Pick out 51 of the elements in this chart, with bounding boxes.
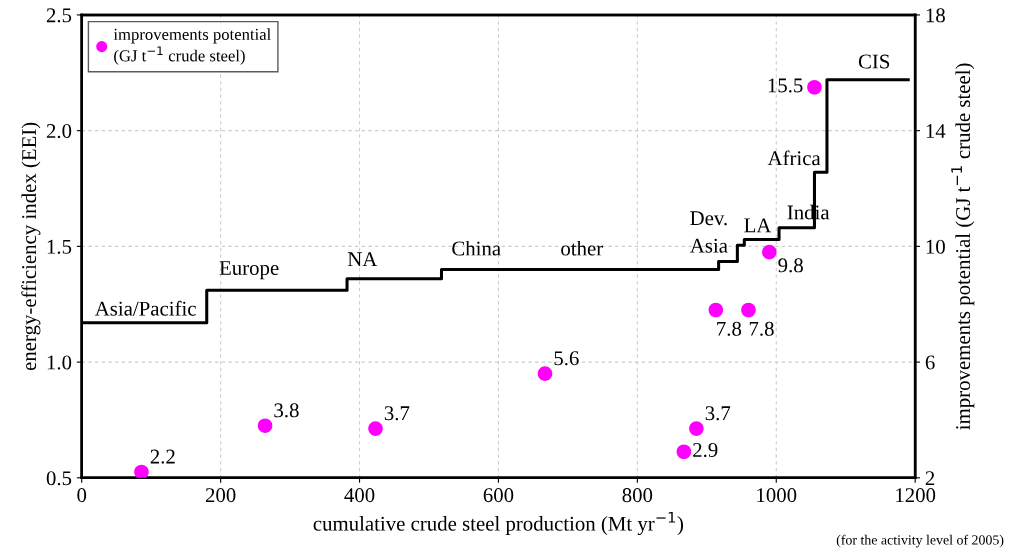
point <box>676 444 692 460</box>
annotation: China <box>452 240 501 256</box>
annotation: Asia/Pacific <box>94 300 196 316</box>
point <box>257 418 273 433</box>
y-tick-label: 2.0 <box>46 124 72 139</box>
point <box>134 464 149 478</box>
y2-tick-label: 2 <box>925 471 935 486</box>
x-tick-label: 400 <box>344 488 375 503</box>
data-label: 3.8 <box>274 403 299 418</box>
point <box>689 421 704 436</box>
annotation: other <box>561 240 604 256</box>
x-tick-label: 800 <box>622 488 653 503</box>
x-tick-label: 1000 <box>757 488 797 503</box>
data-label: 9.8 <box>778 258 803 273</box>
y-tick-label: 1.0 <box>47 355 72 370</box>
x-axis-title: cumulative crude steel production (Mt yr$^{−1}$) <box>313 511 684 536</box>
point <box>708 302 724 318</box>
y2-tick-label: 18 <box>926 8 945 23</box>
y2-tick-label: 6 <box>925 355 935 370</box>
y-tick-label: 0.5 <box>46 471 72 486</box>
annotation: LA <box>744 218 772 233</box>
data-label: 2.9 <box>693 442 718 458</box>
annotation: Africa <box>767 150 821 166</box>
y-tick-label: 1.5 <box>47 239 72 254</box>
point <box>741 302 756 318</box>
data-label: 3.7 <box>705 406 731 421</box>
y-axis-title: energy-efficiency index (EEI) <box>21 122 41 371</box>
x-tick-label: 600 <box>483 488 514 503</box>
annotation: Dev. Asia <box>690 211 728 253</box>
annotation: Europe <box>219 261 279 280</box>
y2-tick-label: 14 <box>926 124 946 138</box>
point <box>537 366 553 381</box>
x-tick-label: 0 <box>77 488 87 503</box>
x-tick-label: 200 <box>205 488 236 503</box>
point <box>807 79 822 95</box>
data-label: 15.5 <box>768 78 803 93</box>
point <box>762 244 777 260</box>
y2-tick-label: 10 <box>926 239 945 254</box>
data-label: 7.8 <box>749 321 774 336</box>
data-label: 2.2 <box>150 449 175 464</box>
data-label: 3.7 <box>384 406 410 421</box>
legend-label: improvements potential (GJ t$^{−1}$ crude steel) <box>113 28 271 65</box>
y-tick-label: 2.5 <box>46 8 72 23</box>
text: (for the activity level of 2005) <box>836 534 1004 548</box>
point <box>368 421 383 436</box>
x-tick-label: 1200 <box>896 488 936 503</box>
data-label: 7.8 <box>717 321 742 336</box>
data-label: 5.6 <box>554 351 579 366</box>
annotation: NA <box>347 252 378 266</box>
annotation: CIS <box>858 54 890 69</box>
y2-axis-title: improvements potential (GJ t$^{−1}$ crude steel) <box>951 63 975 430</box>
